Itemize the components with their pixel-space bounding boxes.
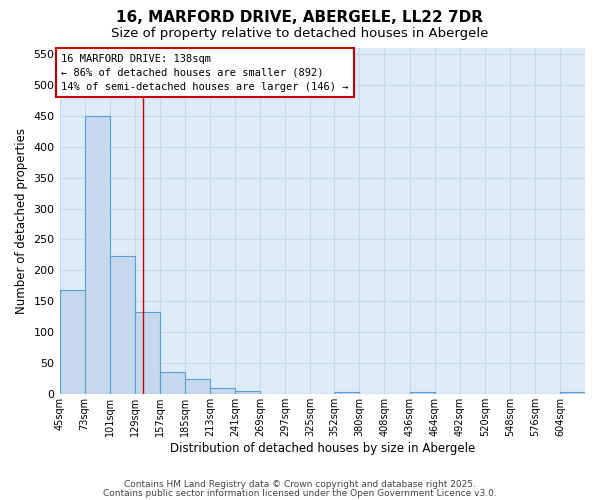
Bar	[85, 116, 110, 394]
Text: Size of property relative to detached houses in Abergele: Size of property relative to detached ho…	[112, 28, 488, 40]
Bar	[410, 392, 434, 394]
Bar	[334, 392, 359, 394]
Bar	[135, 312, 160, 394]
Text: Contains HM Land Registry data © Crown copyright and database right 2025.: Contains HM Land Registry data © Crown c…	[124, 480, 476, 489]
Bar	[160, 372, 185, 394]
Bar	[110, 256, 135, 394]
Bar	[235, 391, 260, 394]
Bar	[560, 392, 585, 394]
Bar	[210, 388, 235, 394]
Text: 16, MARFORD DRIVE, ABERGELE, LL22 7DR: 16, MARFORD DRIVE, ABERGELE, LL22 7DR	[116, 10, 484, 25]
Bar	[185, 379, 210, 394]
Bar	[59, 290, 85, 395]
Text: 16 MARFORD DRIVE: 138sqm
← 86% of detached houses are smaller (892)
14% of semi-: 16 MARFORD DRIVE: 138sqm ← 86% of detach…	[61, 54, 349, 92]
Text: Contains public sector information licensed under the Open Government Licence v3: Contains public sector information licen…	[103, 488, 497, 498]
Y-axis label: Number of detached properties: Number of detached properties	[15, 128, 28, 314]
X-axis label: Distribution of detached houses by size in Abergele: Distribution of detached houses by size …	[170, 442, 475, 455]
